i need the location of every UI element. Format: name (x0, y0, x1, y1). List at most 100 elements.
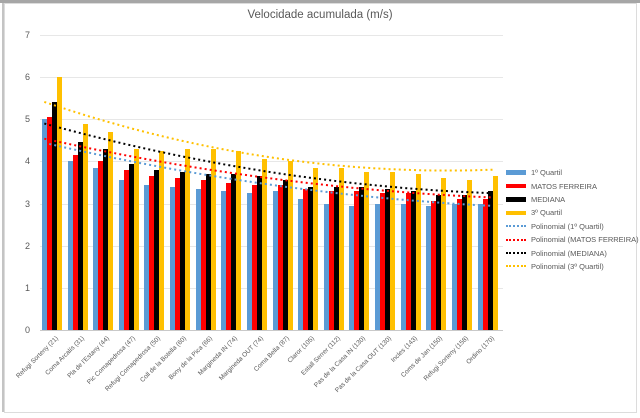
bar-3º-quartil (159, 150, 165, 330)
legend-dotted-swatch (506, 252, 526, 255)
bar-mediana (308, 186, 314, 330)
y-axis-tick-label: 6 (24, 72, 30, 83)
legend-label: Polinomial (3º Quartil) (531, 261, 604, 271)
bar-1º-quartil (118, 180, 124, 330)
bar-3º-quartil (210, 148, 216, 330)
legend-item: 1º Quartil (506, 166, 636, 179)
bar-3º-quartil (313, 167, 319, 330)
bar-3º-quartil (415, 174, 421, 330)
bar-matos-ferreira (175, 178, 181, 330)
bar-matos-ferreira (328, 190, 334, 330)
trendlines-layer (43, 100, 493, 207)
bar-3º-quartil (261, 159, 267, 330)
legend-item: MEDIANA (506, 193, 636, 206)
y-axis-tick-label: 3 (24, 198, 30, 209)
bar-matos-ferreira (405, 193, 411, 330)
legend-label: 1º Quartil (531, 168, 563, 178)
bar-1º-quartil (400, 203, 406, 330)
chart-title: Velocidade acumulada (m/s) (247, 9, 393, 21)
bar-3º-quartil (390, 171, 396, 330)
bar-1º-quartil (272, 190, 278, 330)
y-axis-tick-label: 5 (24, 114, 30, 125)
bar-1º-quartil (221, 190, 227, 330)
bar-matos-ferreira (47, 117, 52, 330)
legend-dotted-swatch (506, 225, 526, 228)
x-axis: Refugi Sorteny (21) Coma Arcalís (31) Pla … (15, 331, 503, 411)
legend-item: Polinomial (MATOS FERREIRA) (506, 233, 639, 246)
bar-1º-quartil (246, 193, 252, 330)
bar-1º-quartil (298, 199, 304, 330)
bar-3º-quartil (441, 178, 447, 330)
bar-1º-quartil (93, 167, 99, 330)
window-top-border (0, 0, 640, 3)
trendline-polinomial-mediana- (44, 122, 493, 195)
bar-matos-ferreira (123, 169, 129, 330)
trendline-polinomial-matos-ferreira- (44, 137, 493, 199)
bar-3º-quartil (492, 176, 498, 330)
bar-mediana (333, 186, 339, 330)
bar-mediana (231, 174, 237, 330)
bar-mediana (410, 190, 416, 330)
bar-mediana (282, 180, 288, 330)
legend-item: 3º Quartil (506, 206, 636, 219)
legend-color-swatch (506, 197, 526, 202)
bar-3º-quartil (185, 148, 191, 330)
bar-mediana (77, 142, 83, 330)
bar-matos-ferreira (149, 176, 155, 330)
bar-matos-ferreira (200, 180, 206, 330)
bar-mediana (103, 148, 109, 330)
legend-item: MATOS FERREIRA (506, 179, 636, 192)
gridline (40, 330, 503, 331)
bar-3º-quartil (108, 131, 114, 330)
legend: 1º Quartil MATOS FERREIRA MEDIANA 3º Quarti… (506, 166, 639, 273)
bar-1º-quartil (195, 188, 201, 330)
y-axis-tick-label: 1 (24, 282, 30, 293)
bar-3º-quartil (236, 150, 242, 330)
bar-1º-quartil (144, 184, 150, 330)
bar-3º-quartil (338, 167, 344, 330)
gridline (40, 161, 503, 163)
bar-1º-quartil (67, 161, 73, 330)
bar-matos-ferreira (456, 199, 462, 330)
bar-mediana (487, 190, 493, 330)
bar-matos-ferreira (277, 184, 283, 330)
bar-mediana (385, 188, 391, 330)
bar-matos-ferreira (354, 190, 360, 330)
bar-1º-quartil (323, 203, 329, 330)
y-axis-tick-label: 7 (24, 30, 30, 40)
bar-1º-quartil (375, 203, 381, 330)
legend-label: Polinomial (1º Quartil) (531, 221, 604, 231)
gridline (40, 287, 503, 289)
y-axis-tick-label: 0 (24, 325, 30, 335)
bar-matos-ferreira (251, 184, 257, 330)
legend-item: Polinomial (3º Quartil) (506, 260, 636, 273)
plot-area (40, 35, 503, 331)
bar-3º-quartil (82, 123, 88, 330)
bar-1º-quartil (426, 205, 432, 330)
legend-color-swatch (506, 210, 526, 216)
y-axis-tick-label: 2 (24, 240, 30, 251)
bar-mediana (436, 195, 442, 330)
bar-1º-quartil (42, 119, 47, 330)
bar-matos-ferreira (431, 201, 437, 330)
y-axis-tick-label: 4 (24, 156, 30, 167)
bar-matos-ferreira (72, 155, 78, 330)
legend-item: Polinomial (1º Quartil) (506, 220, 636, 233)
bar-mediana (128, 163, 134, 330)
legend-color-swatch (506, 183, 526, 189)
gridline (40, 203, 503, 205)
bar-3º-quartil (133, 148, 139, 330)
gridline (40, 77, 503, 79)
bar-mediana (52, 102, 57, 330)
bar-mediana (359, 186, 365, 330)
bar-mediana (461, 195, 467, 330)
bar-matos-ferreira (482, 199, 488, 330)
gridline (40, 119, 503, 121)
legend-label: MEDIANA (531, 194, 566, 204)
bar-mediana (256, 176, 262, 330)
legend-color-swatch (506, 170, 526, 175)
bar-mediana (205, 174, 211, 330)
gridline (40, 245, 503, 247)
legend-label: Polinomial (MEDIANA) (531, 248, 607, 258)
